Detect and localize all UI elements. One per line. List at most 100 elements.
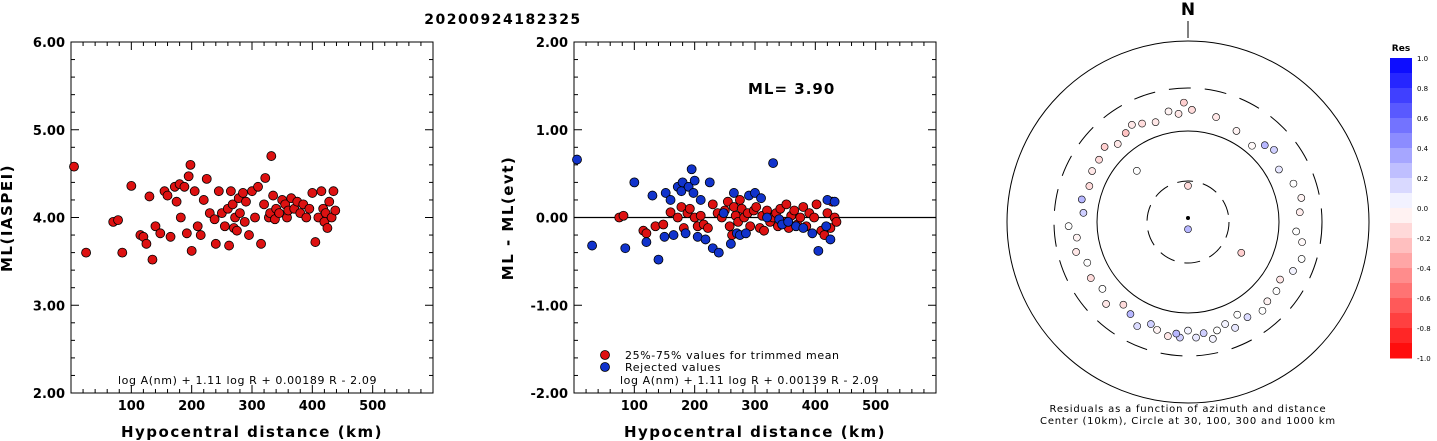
- x-ticks-middle: 100 200 300 400 500: [585, 42, 925, 414]
- data-point: [181, 228, 192, 239]
- data-point: [227, 199, 238, 210]
- circle-30km: [1146, 180, 1230, 264]
- colorbar-cell: [1390, 178, 1412, 194]
- data-point: [668, 230, 679, 240]
- station-point: [1164, 107, 1173, 116]
- station-point: [1164, 332, 1172, 340]
- station-point: [1192, 333, 1200, 342]
- data-point: [725, 238, 736, 249]
- station-point: [1188, 106, 1196, 114]
- data-point: [798, 202, 809, 212]
- data-point: [213, 186, 224, 197]
- station-point: [1174, 110, 1183, 118]
- data-point: [162, 190, 173, 201]
- data-point: [179, 181, 190, 192]
- data-point: [81, 247, 91, 258]
- scatter-points-middle: [572, 154, 842, 265]
- data-point: [620, 243, 631, 254]
- data-point: [798, 223, 809, 233]
- data-point: [301, 212, 312, 223]
- station-point: [1128, 121, 1136, 129]
- data-point: [809, 212, 820, 223]
- station-point: [1077, 195, 1086, 204]
- colorbar-tick-label: -0.4: [1417, 265, 1431, 273]
- data-point: [198, 195, 209, 205]
- colorbar-cell: [1390, 88, 1412, 104]
- station-point: [1233, 310, 1242, 319]
- station-point: [1292, 227, 1300, 236]
- data-point: [829, 196, 840, 207]
- data-point: [141, 238, 152, 249]
- data-point: [253, 181, 263, 192]
- data-point: [330, 205, 341, 216]
- colorbar-cell: [1390, 58, 1412, 74]
- station-point: [1113, 140, 1122, 148]
- colorbar-cell: [1390, 133, 1412, 149]
- data-point: [224, 240, 234, 251]
- data-point: [718, 208, 729, 219]
- colorbar-cells: [1390, 58, 1412, 359]
- station-point: [1289, 179, 1298, 188]
- data-point: [69, 161, 79, 172]
- data-point: [653, 254, 664, 265]
- data-point: [700, 234, 711, 245]
- data-point: [259, 199, 269, 210]
- formula-left: log A(nm) + 1.11 log R + 0.00189 R - 2.0…: [118, 374, 377, 387]
- colorbar-cell: [1390, 118, 1412, 134]
- data-point: [695, 195, 706, 205]
- station-point: [1184, 225, 1192, 234]
- colorbar-cell: [1390, 253, 1412, 269]
- station-point: [1298, 238, 1306, 246]
- station-point: [1184, 326, 1192, 335]
- colorbar-tick-label: 0.0: [1417, 205, 1428, 213]
- station-point: [1297, 255, 1306, 263]
- station-point: [1138, 119, 1146, 128]
- data-point: [728, 188, 739, 198]
- station-point: [1079, 209, 1088, 217]
- data-point: [783, 216, 794, 227]
- north-label: N: [1181, 0, 1195, 20]
- data-point: [618, 210, 629, 221]
- x-tick-label: 200: [178, 399, 205, 414]
- data-point: [150, 221, 161, 232]
- data-point: [665, 207, 676, 218]
- data-point: [266, 151, 277, 161]
- data-point: [195, 230, 206, 240]
- data-point: [175, 212, 186, 223]
- legend-label-trimmed: 25%-75% values for trimmed mean: [625, 349, 840, 362]
- station-point: [1172, 329, 1181, 338]
- data-point: [825, 234, 836, 245]
- data-point: [189, 186, 200, 197]
- data-point: [745, 221, 756, 232]
- data-point: [235, 208, 245, 219]
- polar-residual-plot: N Residuals as a function of azimuth and…: [1006, 0, 1370, 427]
- data-point: [232, 225, 242, 236]
- data-point: [239, 216, 250, 227]
- station-point: [1275, 165, 1283, 174]
- colorbar-cell: [1390, 298, 1412, 314]
- data-point: [117, 247, 128, 258]
- colorbar-tick-label: 0.6: [1417, 115, 1429, 123]
- y-tick-label: 2.00: [33, 387, 65, 402]
- data-point: [241, 196, 251, 207]
- colorbar-tick-label: -1.0: [1417, 355, 1431, 363]
- data-point: [219, 221, 230, 232]
- data-point: [807, 228, 818, 239]
- data-point: [186, 245, 197, 256]
- data-point: [641, 228, 652, 239]
- colorbar-cell: [1390, 313, 1412, 329]
- data-point: [201, 173, 212, 184]
- colorbar-tick-label: -0.8: [1417, 325, 1431, 333]
- station-point: [1100, 143, 1109, 151]
- station-point: [1126, 310, 1135, 318]
- data-point: [684, 203, 695, 214]
- data-point: [256, 238, 266, 249]
- x-tick-label: 500: [359, 399, 386, 414]
- colorbar-cell: [1390, 208, 1412, 224]
- data-point: [703, 223, 713, 233]
- data-point: [751, 202, 762, 212]
- data-point: [713, 247, 724, 258]
- station-point: [1085, 182, 1094, 190]
- y-axis-label-middle: ML - ML(evt): [499, 156, 517, 280]
